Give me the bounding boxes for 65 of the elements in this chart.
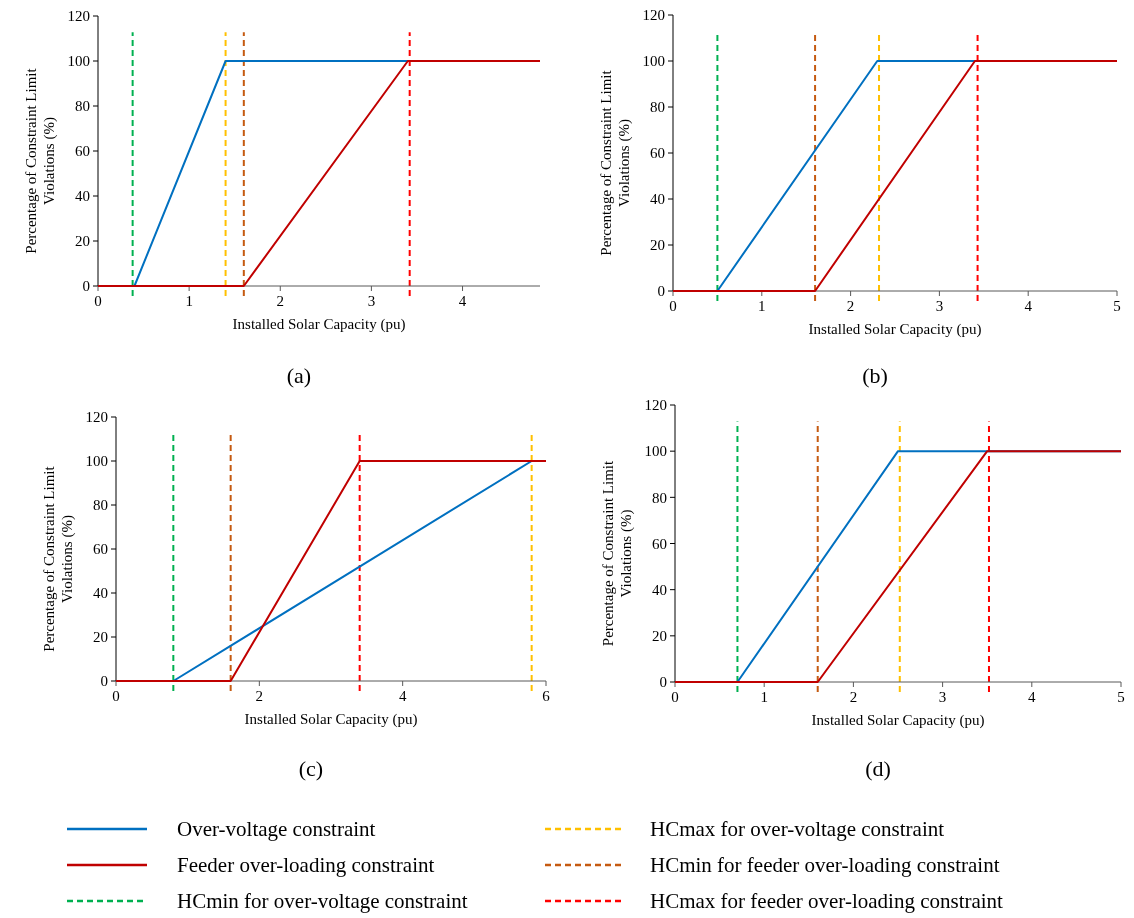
y-tick-label: 100 [642, 53, 665, 70]
y-tick-label: 60 [650, 145, 665, 162]
x-tick-label: 4 [458, 293, 467, 309]
y-tick-label: 100 [85, 453, 108, 470]
x-tick-label: 4 [1028, 689, 1037, 705]
x-tick-label: 3 [367, 293, 376, 309]
y-tick-label: 20 [75, 233, 90, 250]
y-tick-label: 120 [85, 409, 108, 426]
y-tick-label: 120 [644, 397, 667, 414]
y-tick-label: 60 [652, 535, 667, 552]
x-tick-label: 3 [938, 689, 947, 705]
y-tick-label: 20 [652, 628, 667, 645]
y-tick-label: 0 [100, 673, 108, 690]
y-tick-label: 120 [67, 8, 90, 25]
y-tick-label: 100 [644, 443, 667, 460]
x-tick-label: 3 [935, 298, 944, 314]
text: (a) [286, 363, 312, 388]
x-tick-label: 2 [849, 689, 858, 705]
x-axis-title: Installed Solar Capacity (pu) [808, 321, 982, 338]
y-tick-label: 20 [93, 629, 108, 646]
x-tick-label: 1 [760, 689, 768, 705]
legend-label: HCmin for over-voltage constraint [177, 889, 468, 914]
x-tick-label: 4 [1024, 298, 1033, 314]
y-axis-title: Percentage of Constraint Limit Violations (%) [598, 69, 633, 256]
y-axis-title: Percentage of Constraint Limit Violations (%) [600, 459, 635, 647]
y-tick-label: 40 [652, 581, 667, 598]
x-tick-label: 0 [671, 689, 679, 705]
y-tick-label: 120 [642, 7, 665, 24]
y-axis-title: Percentage of Constraint Limit Violations (%) [41, 465, 76, 652]
legend-label: Feeder over-loading constraint [177, 853, 435, 878]
text: (b) [862, 363, 888, 388]
x-tick-label: 1 [185, 293, 193, 309]
x-axis-title: Installed Solar Capacity (pu) [811, 712, 985, 729]
x-tick-label: 2 [276, 293, 285, 309]
legend-label: HCmax for over-voltage constraint [650, 817, 945, 842]
x-tick-label: 1 [758, 298, 766, 314]
x-tick-label: 5 [1113, 298, 1121, 314]
y-tick-label: 0 [659, 674, 667, 691]
y-tick-label: 80 [652, 489, 667, 506]
x-axis-title: Installed Solar Capacity (pu) [244, 711, 418, 728]
y-tick-label: 80 [650, 99, 665, 116]
legend-label: HCmin for feeder over-loading constraint [650, 853, 1000, 878]
y-tick-label: 40 [75, 188, 90, 205]
y-tick-label: 20 [650, 237, 665, 254]
x-tick-label: 4 [398, 688, 407, 704]
legend-label: HCmax for feeder over-loading constraint [650, 889, 1004, 914]
y-axis-title: Percentage of Constraint Limit Violations (%) [23, 67, 58, 254]
x-axis-title: Installed Solar Capacity (pu) [232, 316, 406, 333]
x-tick-label: 6 [542, 688, 551, 704]
text: (d) [865, 756, 891, 781]
x-tick-label: 0 [112, 688, 120, 704]
x-tick-label: 2 [846, 298, 855, 314]
legend-label: Over-voltage constraint [177, 817, 376, 842]
x-tick-label: 0 [669, 298, 677, 314]
y-tick-label: 80 [93, 497, 108, 514]
y-tick-label: 60 [93, 541, 108, 558]
y-tick-label: 40 [650, 191, 665, 208]
x-tick-label: 5 [1117, 689, 1125, 705]
y-tick-label: 100 [67, 53, 90, 70]
y-tick-label: 40 [93, 585, 108, 602]
y-tick-label: 0 [82, 278, 90, 295]
y-tick-label: 80 [75, 98, 90, 115]
x-tick-label: 2 [255, 688, 264, 704]
y-tick-label: 60 [75, 143, 90, 160]
text: (c) [298, 756, 324, 781]
